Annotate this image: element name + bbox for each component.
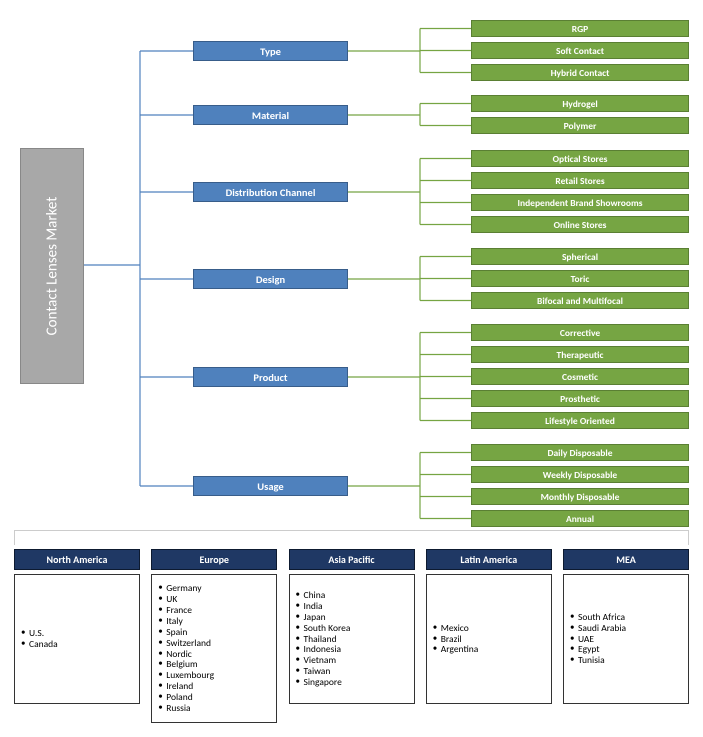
region-country: South Korea: [296, 623, 408, 634]
region-column: MEA South AfricaSaudi ArabiaUAEEgyptTunis…: [563, 549, 689, 723]
leaf-node: Lifestyle Oriented: [471, 412, 689, 429]
region-header: Asia Pacific: [289, 549, 415, 570]
leaf-node: Weekly Disposable: [471, 466, 689, 483]
root-node: Contact Lenses Market: [20, 148, 84, 384]
leaf-node: Annual: [471, 510, 689, 527]
category-node: Material: [193, 105, 348, 125]
category-node: Distribution Channel: [193, 182, 348, 202]
region-country: South Africa: [570, 612, 682, 623]
leaf-node: Retail Stores: [471, 172, 689, 189]
category-node: Usage: [193, 476, 348, 496]
region-header: Latin America: [426, 549, 552, 570]
region-country: Canada: [21, 639, 133, 650]
region-column: Europe GermanyUKFranceItalySpainSwitzerla…: [151, 549, 277, 723]
leaf-node: Therapeutic: [471, 346, 689, 363]
leaf-node: Prosthetic: [471, 390, 689, 407]
hierarchy-diagram: Contact Lenses Market Type RGP Soft Contac…: [10, 10, 693, 530]
region-column: Asia Pacific ChinaIndiaJapanSouth KoreaTh…: [289, 549, 415, 723]
region-body: South AfricaSaudi ArabiaUAEEgyptTunisia: [563, 574, 689, 704]
leaf-node: Independent Brand Showrooms: [471, 194, 689, 211]
category-node: Type: [193, 41, 348, 61]
region-country: Saudi Arabia: [570, 623, 682, 634]
region-body: GermanyUKFranceItalySpainSwitzerlandNord…: [151, 574, 277, 723]
leaf-node: RGP: [471, 20, 689, 37]
leaf-node: Corrective: [471, 324, 689, 341]
region-country: Spain: [158, 627, 270, 638]
leaf-node: Polymer: [471, 117, 689, 134]
leaf-node: Soft Contact: [471, 42, 689, 59]
leaf-node: Optical Stores: [471, 150, 689, 167]
region-column: North America U.S.Canada: [14, 549, 140, 723]
region-column: Latin America MexicoBrazilArgentina: [426, 549, 552, 723]
leaf-node: Toric: [471, 270, 689, 287]
region-header: Europe: [151, 549, 277, 570]
region-header: MEA: [563, 549, 689, 570]
region-body: ChinaIndiaJapanSouth KoreaThailandIndone…: [289, 574, 415, 704]
region-country: Tunisia: [570, 655, 682, 666]
category-node: Design: [193, 269, 348, 289]
region-country: Switzerland: [158, 638, 270, 649]
region-country: Japan: [296, 612, 408, 623]
category-node: Product: [193, 367, 348, 387]
leaf-node: Online Stores: [471, 216, 689, 233]
leaf-node: Cosmetic: [471, 368, 689, 385]
leaf-node: Hybrid Contact: [471, 64, 689, 81]
region-header: North America: [14, 549, 140, 570]
root-title: Contact Lenses Market: [43, 197, 61, 336]
leaf-node: Bifocal and Multifocal: [471, 292, 689, 309]
region-country: Argentina: [433, 644, 545, 655]
regions-bracket: [14, 530, 689, 545]
leaf-node: Daily Disposable: [471, 444, 689, 461]
region-body: U.S.Canada: [14, 574, 140, 704]
region-body: MexicoBrazilArgentina: [426, 574, 552, 704]
region-country: Russia: [158, 703, 270, 714]
region-country: Mexico: [433, 623, 545, 634]
leaf-node: Monthly Disposable: [471, 488, 689, 505]
regions-container: North America U.S.Canada Europe GermanyUKFr…: [10, 549, 693, 727]
region-country: Singapore: [296, 677, 408, 688]
leaf-node: Spherical: [471, 248, 689, 265]
leaf-node: Hydrogel: [471, 95, 689, 112]
